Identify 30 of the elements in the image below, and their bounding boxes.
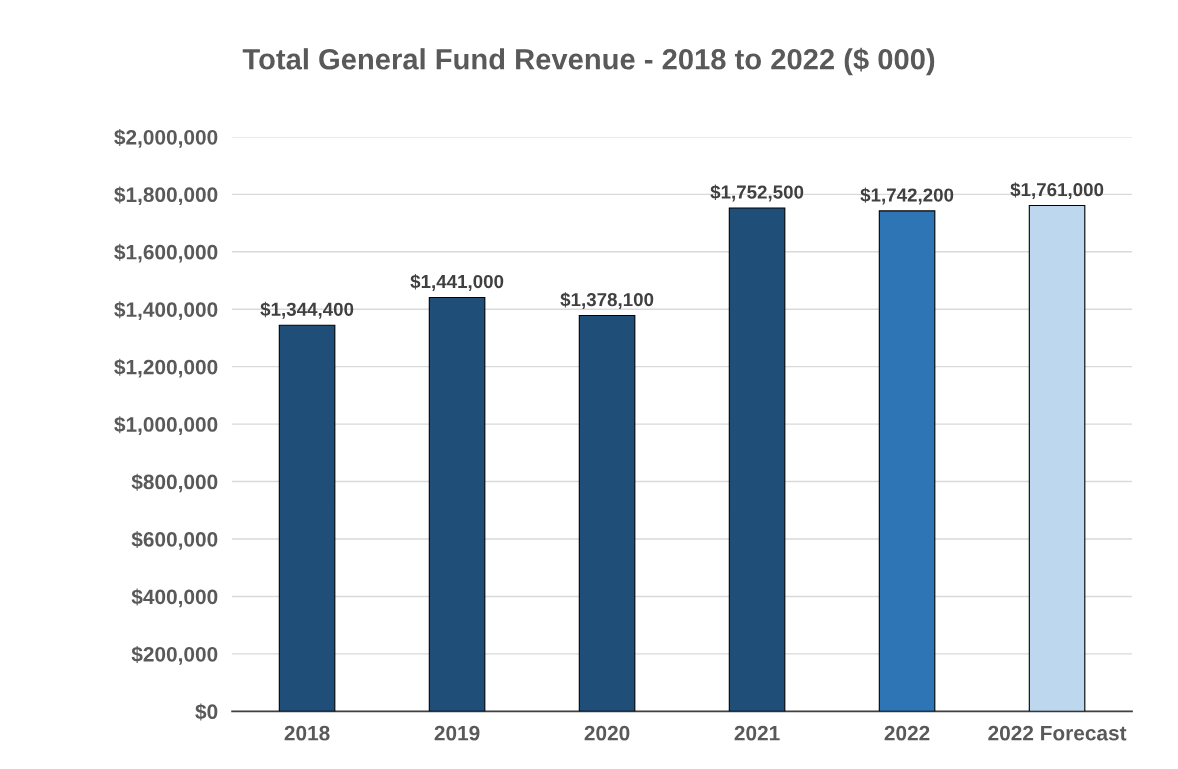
bar (1028, 204, 1086, 712)
bar (278, 324, 336, 712)
data-label: $1,441,000 (410, 274, 504, 291)
x-tick-label: 2021 (734, 725, 780, 741)
y-tick-label: $600,000 (131, 531, 218, 550)
bar (878, 210, 936, 712)
x-tick-label: 2022 (884, 725, 930, 741)
x-tick-label: 2018 (284, 725, 330, 741)
y-tick-label: $0 (195, 703, 218, 721)
y-tick-label: $400,000 (131, 588, 218, 608)
y-tick-label: $800,000 (131, 473, 218, 493)
bar (428, 296, 486, 712)
data-label: $1,742,200 (860, 187, 954, 205)
x-tick-label: 2019 (434, 725, 480, 741)
y-tick-label: $1,800,000 (114, 186, 218, 206)
x-tick-label: 2022 Forecast (988, 725, 1127, 741)
y-tick-label: $200,000 (131, 645, 218, 665)
data-label: $1,761,000 (1010, 182, 1104, 199)
y-tick-label: $1,400,000 (114, 301, 218, 320)
chart-title: Total General Fund Revenue - 2018 to 2022 ($ 000) (242, 47, 935, 76)
bar (728, 207, 786, 712)
data-label: $1,344,400 (260, 301, 354, 319)
y-tick-label: $1,200,000 (114, 358, 218, 378)
y-tick-label: $1,000,000 (114, 416, 218, 435)
data-label: $1,378,100 (560, 292, 654, 309)
x-tick-label: 2020 (584, 725, 630, 741)
y-tick-label: $2,000,000 (114, 128, 218, 148)
data-label: $1,752,500 (710, 184, 804, 202)
y-tick-label: $1,600,000 (114, 243, 218, 263)
bar (578, 314, 636, 712)
